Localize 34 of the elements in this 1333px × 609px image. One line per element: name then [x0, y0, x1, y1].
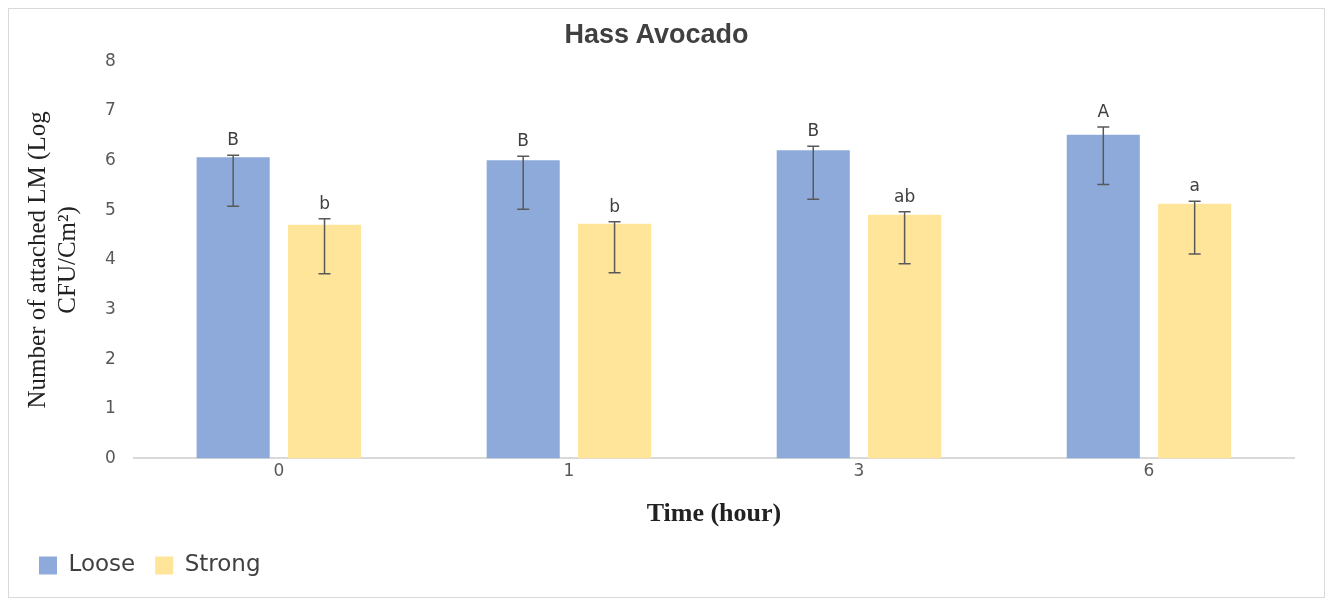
bar — [1066, 134, 1140, 459]
y-tick-label: 7 — [104, 99, 116, 120]
bar — [486, 160, 560, 459]
x-tick-label: 3 — [853, 460, 865, 481]
y-tick-label: 1 — [104, 397, 116, 418]
y-tick-label: 3 — [104, 297, 116, 318]
data-label: b — [609, 195, 620, 216]
data-label: B — [517, 130, 530, 151]
data-label: b — [319, 192, 330, 213]
legend-label: Loose — [68, 550, 136, 577]
x-axis-title: Time (hour) — [646, 498, 782, 528]
data-label: B — [807, 120, 820, 141]
x-tick-label: 6 — [1143, 460, 1155, 481]
y-tick-label: 5 — [104, 198, 116, 219]
bar — [578, 223, 652, 459]
bar — [868, 214, 942, 459]
chart-title: Hass Avocado — [564, 18, 749, 49]
y-axis-title: Number of attached LM (Log CFU/Cm²) — [22, 110, 81, 409]
data-label: B — [227, 129, 239, 150]
x-tick-label: 0 — [273, 460, 285, 481]
y-tick-label: 6 — [104, 149, 116, 170]
y-tick-label: 2 — [104, 347, 116, 368]
data-label: ab — [894, 185, 916, 206]
y-tick-label: 8 — [104, 49, 116, 70]
bar — [196, 157, 270, 459]
legend-label: Strong — [184, 550, 261, 577]
y-tick-label: 4 — [104, 248, 116, 269]
bar — [287, 224, 362, 459]
data-label: a — [1189, 175, 1200, 196]
bar — [776, 150, 850, 459]
data-label: A — [1097, 100, 1110, 121]
bar — [1158, 203, 1232, 459]
x-tick-label: 1 — [563, 460, 575, 481]
y-tick-label: 0 — [104, 446, 116, 467]
